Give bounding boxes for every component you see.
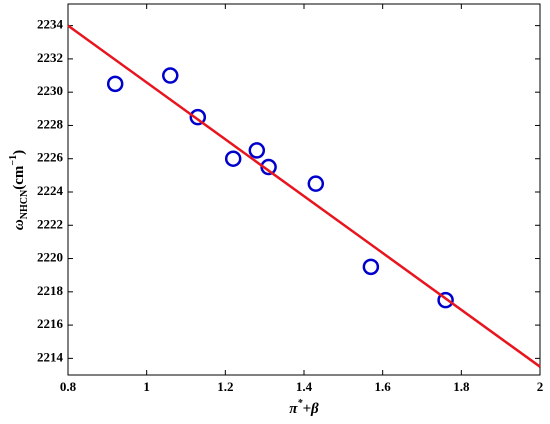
x-axis-label: π*+β bbox=[289, 398, 319, 417]
y-tick-label: 2224 bbox=[37, 183, 64, 198]
x-tick-label: 1.8 bbox=[453, 379, 470, 394]
y-label-part: −1 bbox=[8, 155, 19, 166]
x-label-part: * bbox=[297, 398, 303, 409]
x-tick-label: 1.6 bbox=[375, 379, 392, 394]
y-tick-label: 2232 bbox=[37, 50, 63, 65]
y-tick-label: 2226 bbox=[37, 150, 64, 165]
data-point bbox=[224, 150, 242, 167]
data-point bbox=[307, 175, 325, 192]
y-label-part: (cm bbox=[11, 165, 27, 190]
data-point bbox=[362, 258, 380, 276]
y-axis-label: ωNHCN(cm−1) bbox=[8, 150, 30, 230]
x-tick-label: 1.2 bbox=[217, 379, 233, 394]
data-point bbox=[106, 75, 124, 93]
y-tick-label: 2234 bbox=[37, 17, 64, 32]
data-point bbox=[437, 291, 454, 309]
data-point bbox=[189, 108, 207, 126]
y-tick-label: 2214 bbox=[37, 349, 64, 364]
y-tick-label: 2230 bbox=[37, 83, 63, 98]
data-point bbox=[248, 142, 266, 159]
y-label-part: ω bbox=[11, 219, 27, 230]
y-tick-label: 2216 bbox=[37, 316, 64, 331]
y-label-part: ) bbox=[11, 150, 27, 155]
plot-frame bbox=[67, 3, 541, 376]
x-tick-label: 0.8 bbox=[60, 379, 77, 394]
y-tick-label: 2222 bbox=[37, 216, 63, 231]
x-tick-label: 2 bbox=[537, 379, 544, 394]
x-tick-label: 1.4 bbox=[296, 379, 313, 394]
fit-line bbox=[67, 24, 541, 368]
y-tick-label: 2228 bbox=[37, 116, 64, 131]
data-point bbox=[162, 67, 179, 84]
y-tick-label: 2220 bbox=[37, 250, 63, 265]
x-label-part: π bbox=[289, 401, 298, 417]
x-label-part: +β bbox=[302, 401, 319, 417]
x-tick-label: 1 bbox=[143, 379, 150, 394]
y-label-part: NHCN bbox=[19, 189, 30, 219]
y-tick-label: 2218 bbox=[37, 283, 64, 298]
